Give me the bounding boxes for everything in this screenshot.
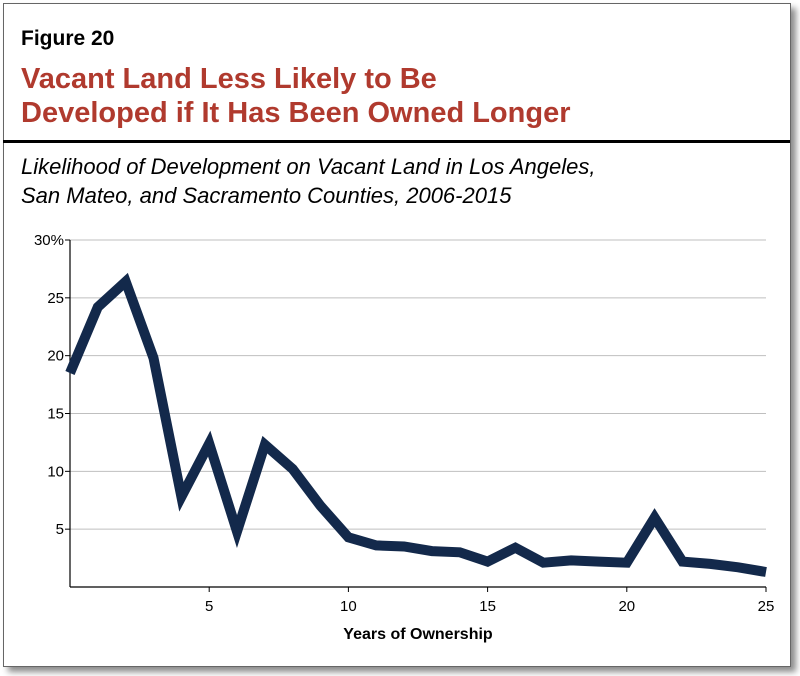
y-tick-label: 20 [47,348,64,365]
x-tick-label: 25 [758,598,775,615]
series-line-0 [65,272,767,577]
axes [65,239,767,592]
chart-subtitle: Likelihood of Development on Vacant Land… [21,152,781,210]
y-tick-label: 5 [56,521,64,538]
x-tick-label: 20 [618,598,635,615]
x-tick-label: 5 [205,598,213,615]
x-tick-label: 15 [479,598,496,615]
figure-title-line-1: Vacant Land Less Likely to Be [21,63,437,95]
y-tick-label: 15 [47,406,64,423]
figure-label: Figure 20 [21,27,115,50]
y-tick-label: 30% [34,232,64,249]
y-tick-label: 10 [47,463,64,480]
figure-title-line-2: Developed if It Has Been Owned Longer [21,97,571,129]
chart-subtitle-line-2: San Mateo, and Sacramento Counties, 2006… [21,183,512,208]
title-divider [3,140,790,143]
series [65,272,767,577]
x-tick-label: 10 [340,598,357,615]
figure-title: Vacant Land Less Likely to Be Developed … [21,62,781,130]
chart-subtitle-line-1: Likelihood of Development on Vacant Land… [21,154,596,179]
gridlines [70,239,766,530]
tick-labels: 5 10 15 20 25 30% 5 10 15 20 25 [34,232,774,615]
figure-frame [3,3,791,667]
x-axis-title: Years of Ownership [343,626,493,643]
y-tick-label: 25 [47,290,64,307]
